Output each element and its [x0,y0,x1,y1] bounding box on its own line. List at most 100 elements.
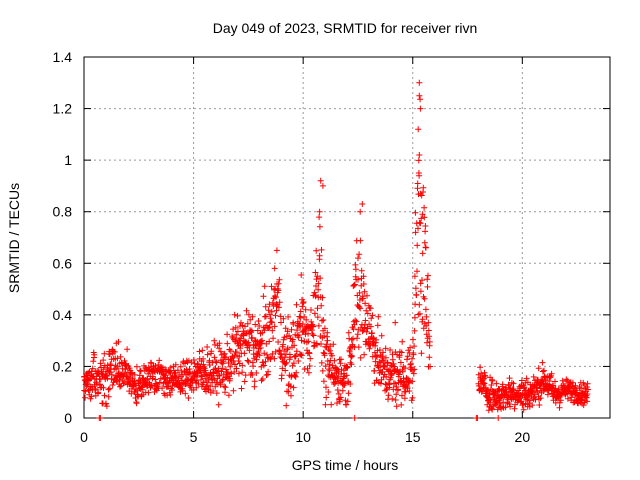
data-point [310,332,317,339]
data-point [327,343,334,350]
data-point [101,392,108,399]
data-point [564,395,571,402]
y-tick-label: 0.6 [53,255,73,271]
data-point [414,242,421,249]
data-point [106,385,113,392]
data-point [256,323,263,329]
data-point [293,348,300,355]
data-point [194,370,201,377]
data-point [349,353,355,359]
data-point [216,372,223,379]
data-point [419,250,426,257]
x-tick-label: 5 [190,429,198,445]
data-point [350,326,357,332]
data-point [334,387,341,393]
data-point [138,392,145,399]
data-point [506,401,513,407]
data-point [548,370,555,377]
data-point [285,388,292,395]
data-point [210,372,217,379]
data-point [291,372,298,379]
data-point [205,386,212,393]
data-point [88,393,95,400]
data-point [177,381,184,388]
data-point [319,367,326,374]
data-point [255,318,262,324]
data-point [221,350,228,357]
data-point [344,364,351,371]
data-point [241,378,248,385]
data-point [360,281,367,287]
data-point [156,379,163,386]
data-point [232,361,238,368]
data-point [326,367,333,374]
data-point [267,315,274,322]
data-point [294,327,300,334]
data-point [359,328,366,335]
data-point [422,223,429,229]
data-point [487,397,494,403]
data-point [374,322,381,329]
data-point [322,401,329,408]
data-point [368,315,375,322]
data-point [302,331,309,338]
data-point [116,376,123,383]
data-point [355,276,361,283]
data-point [242,323,248,330]
data-point [117,353,124,360]
data-point [152,376,159,383]
data-point [280,315,287,322]
data-point [401,395,408,402]
chart-title: Day 049 of 2023, SRMTID for receiver riv… [213,20,478,36]
data-point [233,331,240,338]
data-point [249,334,256,341]
data-point [305,369,312,376]
data-point [249,313,256,320]
data-point [352,266,359,273]
x-tick-label: 0 [80,429,88,445]
data-point [348,336,355,343]
data-point [251,378,258,385]
data-point [104,375,111,382]
data-point [421,239,428,246]
data-point [424,339,430,346]
data-point [215,401,222,408]
data-point [402,365,409,372]
data-point [324,337,331,344]
data-point [414,180,421,187]
data-point [258,377,265,384]
data-point [222,384,229,391]
data-point [425,319,432,326]
data-point [202,367,209,374]
data-point [572,382,579,389]
data-point [177,363,184,370]
data-point [358,267,365,274]
data-point [269,327,276,334]
data-point [374,354,380,361]
data-point [282,361,289,367]
data-point [417,105,424,112]
data-point [89,365,96,372]
data-point [269,350,276,357]
data-point [418,350,425,357]
data-point [534,389,541,395]
data-point [234,312,241,319]
data-point [293,369,300,376]
data-point [250,363,257,370]
data-point [172,361,179,368]
data-point [279,355,285,362]
data-point [413,292,420,299]
data-point [237,335,244,342]
data-point [124,346,131,353]
data-point [284,345,291,352]
data-point [190,357,197,363]
data-point [419,316,426,323]
data-point [313,247,320,254]
data-point [245,311,252,318]
data-point [416,152,423,158]
data-point [251,383,258,390]
data-point [364,310,371,317]
data-point [226,346,233,353]
data-point [412,229,419,236]
